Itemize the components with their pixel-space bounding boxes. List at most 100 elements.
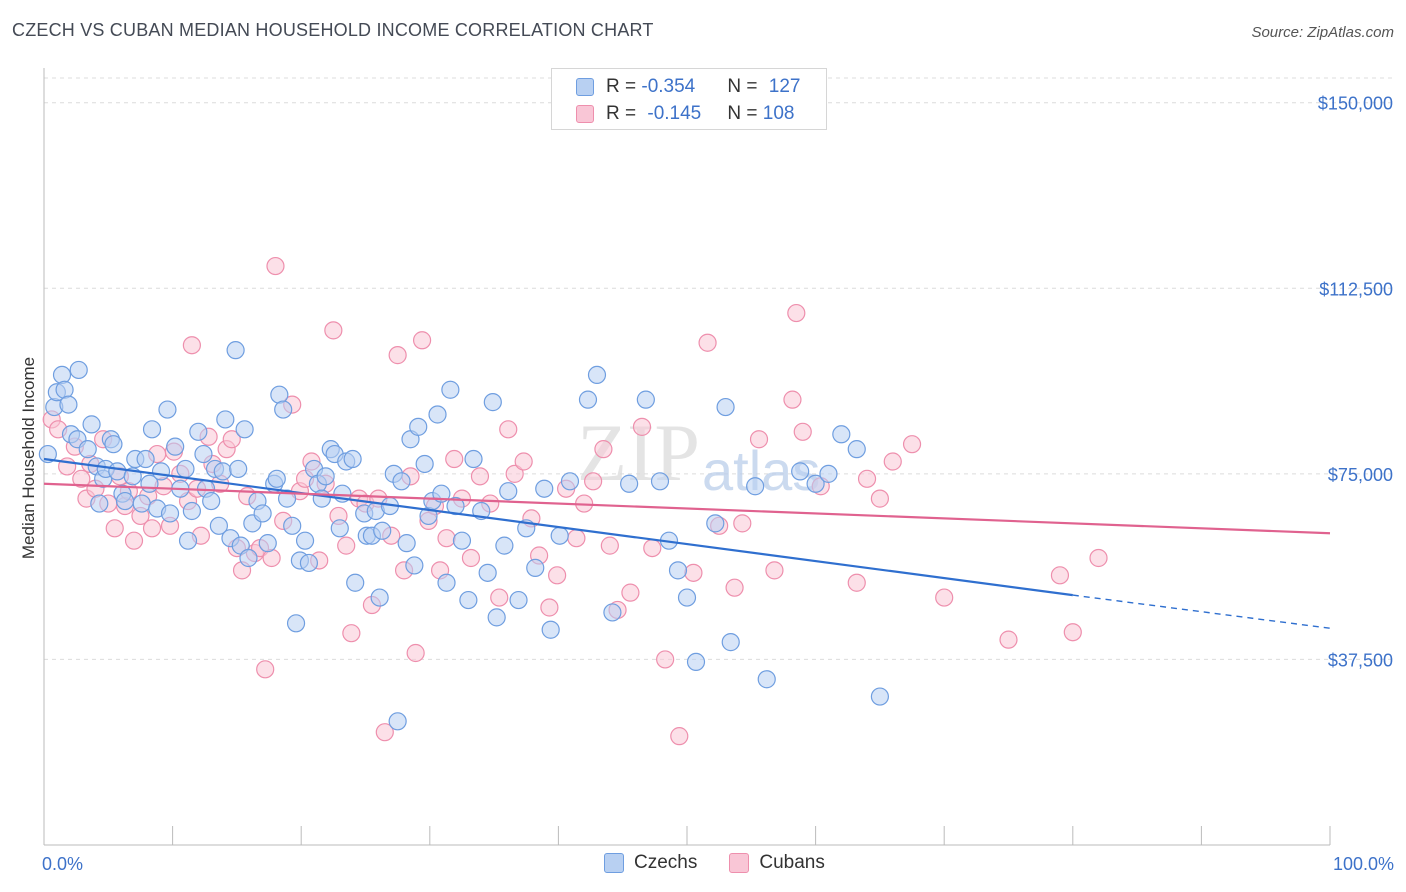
czech-point[interactable] bbox=[104, 435, 123, 454]
czech-point[interactable] bbox=[69, 360, 88, 380]
cuban-point[interactable] bbox=[883, 452, 902, 471]
cuban-point[interactable] bbox=[594, 440, 613, 459]
cuban-point[interactable] bbox=[600, 536, 619, 555]
cuban-point[interactable] bbox=[847, 573, 866, 592]
cuban-point[interactable] bbox=[749, 430, 769, 449]
czech-point[interactable] bbox=[746, 477, 765, 496]
czech-point[interactable] bbox=[668, 561, 688, 580]
legend-item-czechs[interactable]: Czechs bbox=[604, 852, 697, 874]
czech-point[interactable] bbox=[636, 390, 655, 409]
cuban-point[interactable] bbox=[787, 303, 806, 323]
czech-point[interactable] bbox=[295, 531, 315, 550]
czech-point[interactable] bbox=[108, 462, 127, 481]
cuban-point[interactable] bbox=[1063, 623, 1082, 642]
czech-point[interactable] bbox=[526, 558, 545, 577]
czech-point[interactable] bbox=[405, 556, 424, 575]
cuban-point[interactable] bbox=[857, 469, 877, 488]
czech-point[interactable] bbox=[499, 482, 518, 501]
cuban-point[interactable] bbox=[461, 548, 481, 568]
czech-point[interactable] bbox=[847, 440, 866, 459]
cuban-point[interactable] bbox=[222, 430, 241, 449]
czech-point[interactable] bbox=[166, 437, 185, 456]
cuban-point[interactable] bbox=[337, 536, 356, 555]
cuban-point[interactable] bbox=[684, 563, 703, 582]
czech-point[interactable] bbox=[409, 417, 428, 436]
czech-point[interactable] bbox=[316, 467, 335, 486]
czech-point[interactable] bbox=[397, 534, 416, 553]
czech-point[interactable] bbox=[428, 405, 447, 424]
cuban-point[interactable] bbox=[266, 256, 285, 276]
czech-point[interactable] bbox=[182, 501, 201, 521]
czech-point[interactable] bbox=[459, 590, 478, 610]
czech-point[interactable] bbox=[535, 479, 554, 498]
czech-point[interactable] bbox=[283, 516, 302, 535]
czech-point[interactable] bbox=[299, 553, 319, 573]
czech-point[interactable] bbox=[509, 590, 528, 610]
czech-point[interactable] bbox=[832, 425, 851, 444]
czech-point[interactable] bbox=[550, 526, 569, 545]
cuban-point[interactable] bbox=[902, 435, 922, 454]
cuban-point[interactable] bbox=[793, 422, 812, 441]
czech-point[interactable] bbox=[270, 385, 289, 404]
cuban-point[interactable] bbox=[406, 643, 425, 663]
czech-point[interactable] bbox=[209, 516, 228, 535]
czech-point[interactable] bbox=[487, 608, 506, 627]
czech-point[interactable] bbox=[560, 472, 580, 491]
cuban-point[interactable] bbox=[584, 472, 603, 491]
czech-point[interactable] bbox=[452, 531, 472, 550]
czech-point[interactable] bbox=[274, 400, 293, 419]
czech-point[interactable] bbox=[178, 531, 198, 550]
cuban-point[interactable] bbox=[514, 452, 533, 471]
czech-point[interactable] bbox=[160, 504, 180, 523]
cuban-point[interactable] bbox=[733, 514, 752, 533]
cuban-point[interactable] bbox=[72, 469, 91, 488]
cuban-point[interactable] bbox=[656, 650, 675, 669]
czech-point[interactable] bbox=[226, 341, 245, 360]
czech-point[interactable] bbox=[286, 614, 306, 633]
czech-point[interactable] bbox=[115, 491, 135, 511]
cuban-point[interactable] bbox=[142, 519, 162, 538]
cuban-point[interactable] bbox=[1050, 566, 1070, 585]
cuban-point[interactable] bbox=[1089, 548, 1108, 568]
czech-point[interactable] bbox=[495, 536, 514, 555]
czech-point[interactable] bbox=[132, 494, 151, 513]
cuban-point[interactable] bbox=[783, 390, 802, 409]
czech-point[interactable] bbox=[253, 504, 272, 523]
czech-point[interactable] bbox=[136, 449, 155, 469]
czech-point[interactable] bbox=[620, 474, 639, 493]
czech-point[interactable] bbox=[82, 415, 101, 434]
czech-point[interactable] bbox=[677, 588, 697, 607]
czech-point[interactable] bbox=[213, 462, 232, 481]
cuban-point[interactable] bbox=[765, 561, 784, 580]
czech-point[interactable] bbox=[392, 472, 411, 491]
cuban-point[interactable] bbox=[437, 529, 456, 548]
czech-point[interactable] bbox=[483, 393, 502, 412]
cuban-point[interactable] bbox=[445, 449, 464, 469]
czech-point[interactable] bbox=[478, 563, 497, 582]
cuban-point[interactable] bbox=[182, 336, 201, 355]
cuban-point[interactable] bbox=[999, 630, 1018, 649]
czech-point[interactable] bbox=[415, 454, 434, 474]
czech-point[interactable] bbox=[343, 449, 362, 469]
czech-point[interactable] bbox=[587, 365, 607, 385]
czech-point[interactable] bbox=[59, 395, 78, 414]
czech-point[interactable] bbox=[437, 573, 456, 592]
czech-point[interactable] bbox=[806, 474, 825, 493]
cuban-point[interactable] bbox=[935, 588, 954, 607]
cuban-point[interactable] bbox=[388, 346, 407, 365]
czech-point[interactable] bbox=[202, 491, 221, 511]
czech-point[interactable] bbox=[603, 603, 622, 622]
legend-item-cubans[interactable]: Cubans bbox=[729, 852, 825, 874]
czech-point[interactable] bbox=[346, 573, 365, 592]
czech-point[interactable] bbox=[38, 444, 57, 464]
czech-point[interactable] bbox=[541, 620, 560, 639]
cuban-point[interactable] bbox=[105, 519, 124, 538]
cuban-point[interactable] bbox=[256, 660, 275, 679]
cuban-point[interactable] bbox=[567, 529, 586, 548]
cuban-point[interactable] bbox=[375, 723, 394, 742]
cuban-point[interactable] bbox=[324, 321, 343, 340]
cuban-point[interactable] bbox=[670, 727, 689, 746]
czech-point[interactable] bbox=[78, 440, 97, 459]
czech-point[interactable] bbox=[239, 548, 258, 568]
cuban-point[interactable] bbox=[725, 578, 744, 597]
